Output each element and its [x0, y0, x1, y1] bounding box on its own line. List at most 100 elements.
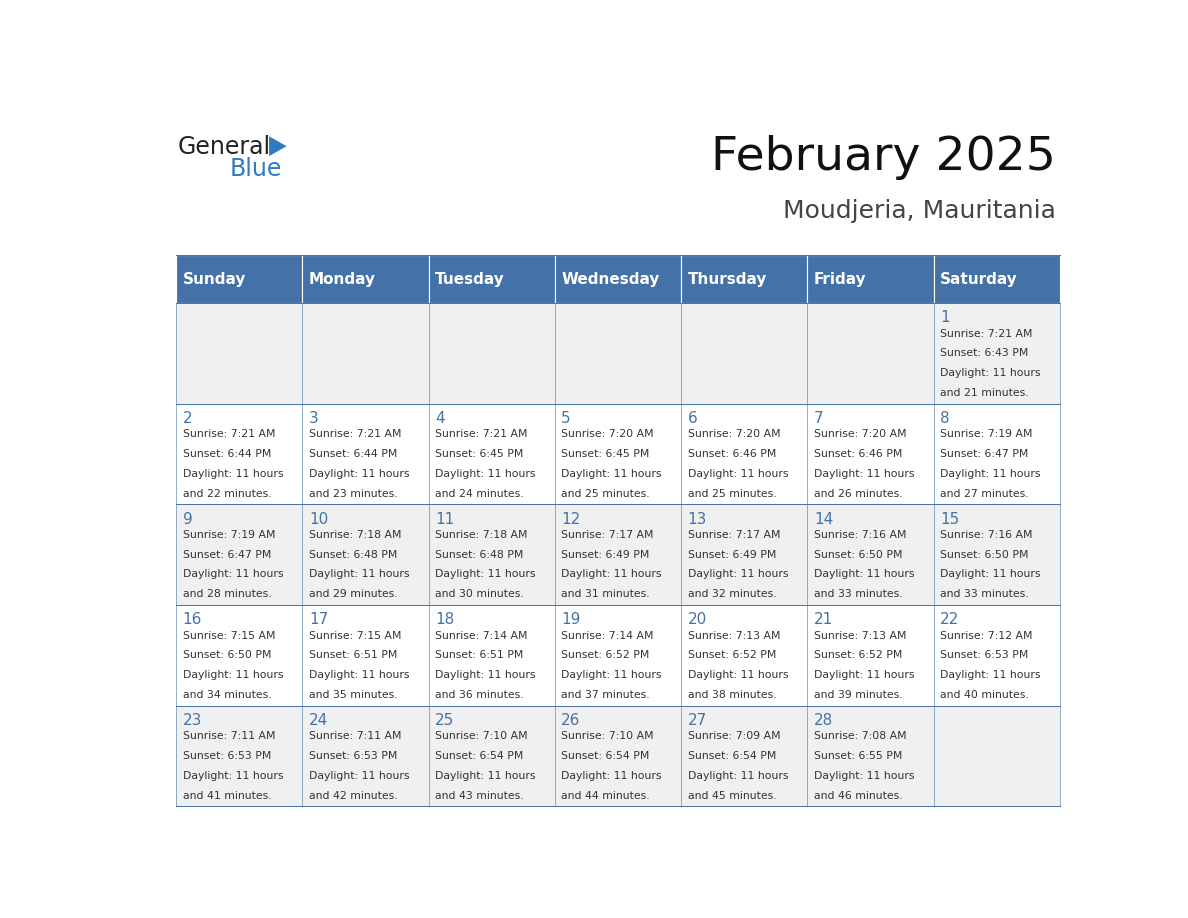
- FancyBboxPatch shape: [303, 404, 429, 505]
- FancyBboxPatch shape: [934, 255, 1060, 303]
- Text: Friday: Friday: [814, 272, 866, 286]
- Text: 22: 22: [940, 612, 960, 627]
- Text: and 31 minutes.: and 31 minutes.: [562, 589, 650, 599]
- Text: and 41 minutes.: and 41 minutes.: [183, 790, 271, 800]
- Text: and 45 minutes.: and 45 minutes.: [688, 790, 776, 800]
- Text: 2: 2: [183, 411, 192, 426]
- Text: Sunrise: 7:16 AM: Sunrise: 7:16 AM: [814, 530, 906, 540]
- Text: Sunset: 6:46 PM: Sunset: 6:46 PM: [688, 449, 776, 459]
- Text: 8: 8: [940, 411, 949, 426]
- FancyBboxPatch shape: [429, 303, 555, 404]
- FancyBboxPatch shape: [808, 255, 934, 303]
- Text: Daylight: 11 hours: Daylight: 11 hours: [309, 670, 410, 680]
- Text: Daylight: 11 hours: Daylight: 11 hours: [562, 670, 662, 680]
- Text: 15: 15: [940, 511, 960, 527]
- Text: 7: 7: [814, 411, 823, 426]
- Text: Sunset: 6:44 PM: Sunset: 6:44 PM: [183, 449, 271, 459]
- Text: 3: 3: [309, 411, 318, 426]
- Text: and 40 minutes.: and 40 minutes.: [940, 690, 1029, 700]
- Text: 9: 9: [183, 511, 192, 527]
- Text: Sunrise: 7:17 AM: Sunrise: 7:17 AM: [688, 530, 781, 540]
- Text: Daylight: 11 hours: Daylight: 11 hours: [435, 469, 536, 479]
- Text: Wednesday: Wednesday: [562, 272, 659, 286]
- Text: Sunrise: 7:21 AM: Sunrise: 7:21 AM: [309, 430, 402, 439]
- FancyBboxPatch shape: [555, 255, 681, 303]
- Text: Sunset: 6:50 PM: Sunset: 6:50 PM: [814, 550, 903, 560]
- Text: and 42 minutes.: and 42 minutes.: [309, 790, 398, 800]
- Text: Sunset: 6:54 PM: Sunset: 6:54 PM: [688, 751, 776, 761]
- Text: and 39 minutes.: and 39 minutes.: [814, 690, 903, 700]
- Text: Sunset: 6:45 PM: Sunset: 6:45 PM: [562, 449, 650, 459]
- Text: Daylight: 11 hours: Daylight: 11 hours: [562, 771, 662, 781]
- Text: Sunset: 6:50 PM: Sunset: 6:50 PM: [940, 550, 1029, 560]
- Text: and 37 minutes.: and 37 minutes.: [562, 690, 650, 700]
- Text: Daylight: 11 hours: Daylight: 11 hours: [183, 569, 283, 579]
- Text: Sunset: 6:47 PM: Sunset: 6:47 PM: [183, 550, 271, 560]
- Text: Sunset: 6:52 PM: Sunset: 6:52 PM: [814, 650, 902, 660]
- Text: Sunrise: 7:10 AM: Sunrise: 7:10 AM: [562, 732, 653, 741]
- FancyBboxPatch shape: [808, 605, 934, 706]
- FancyBboxPatch shape: [555, 303, 681, 404]
- Text: Sunrise: 7:21 AM: Sunrise: 7:21 AM: [940, 329, 1032, 339]
- FancyBboxPatch shape: [176, 706, 303, 806]
- Text: Sunrise: 7:16 AM: Sunrise: 7:16 AM: [940, 530, 1032, 540]
- FancyBboxPatch shape: [808, 303, 934, 404]
- Text: Sunset: 6:52 PM: Sunset: 6:52 PM: [562, 650, 650, 660]
- FancyBboxPatch shape: [429, 404, 555, 505]
- Text: Daylight: 11 hours: Daylight: 11 hours: [435, 569, 536, 579]
- Text: 11: 11: [435, 511, 454, 527]
- Text: 24: 24: [309, 713, 328, 728]
- Text: Daylight: 11 hours: Daylight: 11 hours: [814, 569, 915, 579]
- Text: Daylight: 11 hours: Daylight: 11 hours: [940, 469, 1041, 479]
- Text: Sunrise: 7:13 AM: Sunrise: 7:13 AM: [688, 631, 781, 641]
- Text: Sunrise: 7:12 AM: Sunrise: 7:12 AM: [940, 631, 1032, 641]
- Text: 18: 18: [435, 612, 454, 627]
- Text: Sunset: 6:53 PM: Sunset: 6:53 PM: [940, 650, 1029, 660]
- FancyBboxPatch shape: [934, 303, 1060, 404]
- Text: Sunrise: 7:19 AM: Sunrise: 7:19 AM: [940, 430, 1032, 439]
- FancyBboxPatch shape: [555, 605, 681, 706]
- Text: Sunset: 6:49 PM: Sunset: 6:49 PM: [688, 550, 776, 560]
- Text: Sunset: 6:47 PM: Sunset: 6:47 PM: [940, 449, 1029, 459]
- Text: and 33 minutes.: and 33 minutes.: [940, 589, 1029, 599]
- Text: General: General: [178, 135, 271, 159]
- Text: Sunset: 6:46 PM: Sunset: 6:46 PM: [814, 449, 902, 459]
- Text: and 27 minutes.: and 27 minutes.: [940, 488, 1029, 498]
- Text: Sunset: 6:53 PM: Sunset: 6:53 PM: [309, 751, 397, 761]
- Text: Daylight: 11 hours: Daylight: 11 hours: [435, 771, 536, 781]
- Text: Sunset: 6:50 PM: Sunset: 6:50 PM: [183, 650, 271, 660]
- FancyBboxPatch shape: [681, 605, 808, 706]
- Text: Sunrise: 7:20 AM: Sunrise: 7:20 AM: [814, 430, 906, 439]
- FancyBboxPatch shape: [303, 605, 429, 706]
- Text: Daylight: 11 hours: Daylight: 11 hours: [688, 771, 788, 781]
- Text: 13: 13: [688, 511, 707, 527]
- Text: and 25 minutes.: and 25 minutes.: [688, 488, 776, 498]
- Text: Sunset: 6:53 PM: Sunset: 6:53 PM: [183, 751, 271, 761]
- FancyBboxPatch shape: [681, 255, 808, 303]
- FancyBboxPatch shape: [808, 505, 934, 605]
- Text: Sunset: 6:49 PM: Sunset: 6:49 PM: [562, 550, 650, 560]
- Text: 21: 21: [814, 612, 833, 627]
- Text: Sunrise: 7:08 AM: Sunrise: 7:08 AM: [814, 732, 906, 741]
- FancyBboxPatch shape: [176, 505, 303, 605]
- Text: and 29 minutes.: and 29 minutes.: [309, 589, 398, 599]
- Text: Daylight: 11 hours: Daylight: 11 hours: [435, 670, 536, 680]
- Text: Sunrise: 7:19 AM: Sunrise: 7:19 AM: [183, 530, 276, 540]
- FancyBboxPatch shape: [808, 404, 934, 505]
- Text: Sunrise: 7:21 AM: Sunrise: 7:21 AM: [183, 430, 276, 439]
- Text: 25: 25: [435, 713, 454, 728]
- Text: Sunrise: 7:10 AM: Sunrise: 7:10 AM: [435, 732, 527, 741]
- FancyBboxPatch shape: [303, 505, 429, 605]
- Text: Daylight: 11 hours: Daylight: 11 hours: [688, 670, 788, 680]
- Text: 26: 26: [562, 713, 581, 728]
- Text: and 46 minutes.: and 46 minutes.: [814, 790, 903, 800]
- Text: 4: 4: [435, 411, 444, 426]
- Text: Sunrise: 7:15 AM: Sunrise: 7:15 AM: [309, 631, 402, 641]
- FancyBboxPatch shape: [934, 605, 1060, 706]
- Text: 28: 28: [814, 713, 833, 728]
- Text: 23: 23: [183, 713, 202, 728]
- Text: Sunset: 6:51 PM: Sunset: 6:51 PM: [435, 650, 524, 660]
- Text: Daylight: 11 hours: Daylight: 11 hours: [183, 670, 283, 680]
- Text: 5: 5: [562, 411, 571, 426]
- Text: Daylight: 11 hours: Daylight: 11 hours: [814, 469, 915, 479]
